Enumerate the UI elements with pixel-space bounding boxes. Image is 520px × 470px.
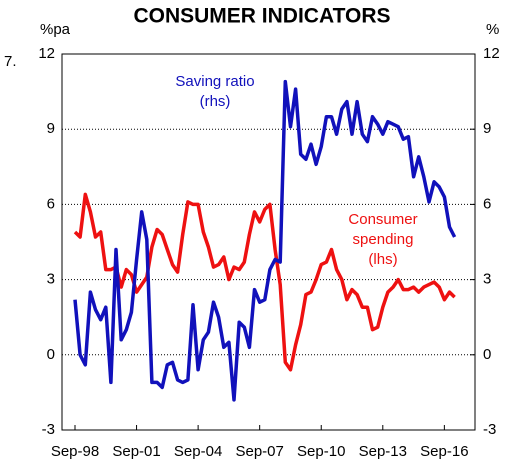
y2-tick-label: 9: [483, 120, 491, 137]
chart-title: CONSUMER INDICATORS: [133, 5, 390, 28]
y-tick-label: -3: [42, 421, 55, 438]
x-tick-label: Sep-98: [51, 443, 99, 460]
series-line: [73, 192, 456, 372]
annotation: (lhs): [368, 251, 397, 268]
plot-frame: [61, 53, 476, 431]
x-tick-label: Sep-10: [297, 443, 345, 460]
x-tick-label: Sep-04: [174, 443, 222, 460]
y2-tick-label: 3: [483, 271, 491, 288]
x-tick-label: Sep-07: [235, 443, 283, 460]
x-tick-label: Sep-16: [420, 443, 468, 460]
y-tick-label: 3: [47, 271, 55, 288]
y-tick-label: 0: [47, 346, 55, 363]
y2-tick-label: 0: [483, 346, 491, 363]
series-line: [73, 79, 457, 402]
x-tick-label: Sep-13: [359, 443, 407, 460]
y-tick-label: 12: [38, 45, 55, 62]
annotation: Consumer: [348, 211, 417, 228]
y2-tick-label: 12: [483, 45, 500, 62]
y-tick-label: 9: [47, 120, 55, 137]
annotation: Saving ratio: [175, 73, 254, 90]
y2-tick-label: -3: [483, 421, 496, 438]
x-tick-label: Sep-01: [112, 443, 160, 460]
chart-number: 7.: [4, 53, 17, 70]
y-axis-label: %pa: [40, 21, 71, 38]
annotation: (rhs): [200, 93, 231, 110]
y2-axis-label: %: [486, 21, 499, 38]
y-tick-label: 6: [47, 195, 55, 212]
y2-tick-label: 6: [483, 195, 491, 212]
annotation: spending: [353, 231, 414, 248]
